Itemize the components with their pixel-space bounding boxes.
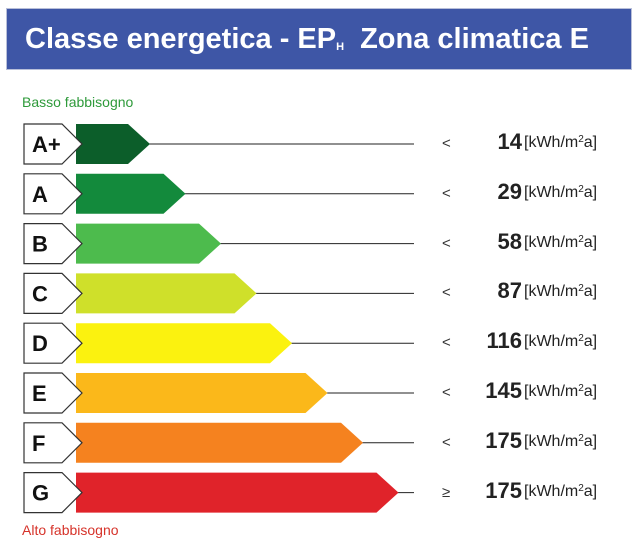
threshold-value: 175 [485,477,522,503]
threshold-value: 87 [497,278,522,304]
class-label-box [23,322,83,364]
class-label-box [23,123,83,165]
comparator: < [442,284,451,302]
class-label-box [23,422,83,464]
class-label: C [32,281,48,306]
comparator: < [442,184,451,202]
class-threshold: <145 [kWh/m2a] [430,376,610,410]
threshold-value: 29 [497,178,522,204]
class-threshold: <58 [kWh/m2a] [430,227,610,261]
class-bar [76,472,399,513]
unit-label: [kWh/m2a] [524,233,598,251]
comparator: < [442,234,451,252]
threshold-value: 58 [497,228,522,254]
class-label: F [32,431,45,456]
energy-class-row: D [23,322,414,364]
energy-class-row: B [23,223,414,265]
class-threshold: <175 [kWh/m2a] [430,426,610,460]
threshold-value: 145 [485,378,522,403]
comparator: < [442,384,451,401]
class-bar [76,273,257,314]
threshold-value: 175 [485,427,522,453]
class-threshold: <29 [kWh/m2a] [430,177,610,211]
class-label: G [32,481,49,506]
unit-label: [kWh/m2a] [524,183,598,201]
comparator: < [442,433,451,451]
class-threshold: <87 [kWh/m2a] [430,276,610,310]
class-label-box [23,472,83,514]
class-label: D [32,331,48,356]
unit-label: [kWh/m2a] [524,482,598,500]
class-label-box [23,372,83,414]
class-bar [76,373,328,413]
energy-class-row: C [23,272,414,314]
unit-label: [kWh/m2a] [524,283,598,301]
class-label: A+ [32,132,61,157]
unit-label: [kWh/m2a] [524,333,598,351]
title-zone: Zona climatica E [360,23,589,55]
title-banner: Classe energetica - EPH Zona climatica E [6,8,632,70]
class-label: B [32,232,48,257]
class-bar [76,323,292,364]
class-bar [76,223,221,264]
energy-class-row: A+ [23,123,414,165]
class-label-box [23,223,83,265]
title-subscript: H [336,41,345,53]
comparator: < [442,334,451,352]
class-label-box [23,272,83,314]
energy-class-row: A [23,173,414,215]
class-bar [76,124,150,164]
comparator: < [442,135,451,152]
class-bar [76,173,186,214]
class-bar [76,422,363,463]
energy-class-row: E [23,372,414,414]
energy-class-row: G [23,472,414,514]
class-label: E [32,381,47,406]
high-demand-label: Alto fabbisogno [22,522,119,538]
class-label-box [23,173,83,215]
energy-class-row: F [23,422,414,464]
threshold-value: 14 [497,129,522,154]
class-threshold: <14 [kWh/m2a] [430,127,610,161]
unit-label: [kWh/m2a] [524,432,598,450]
title-main: Classe energetica - EP [25,23,337,55]
unit-label: [kWh/m2a] [524,134,598,151]
class-threshold: ≥175 [kWh/m2a] [430,476,610,510]
class-label: A [32,182,48,207]
threshold-value: 116 [486,328,523,354]
unit-label: [kWh/m2a] [524,383,598,400]
comparator: ≥ [442,483,451,501]
low-demand-label: Basso fabbisogno [22,94,134,110]
class-threshold: <116 [kWh/m2a] [430,326,610,360]
